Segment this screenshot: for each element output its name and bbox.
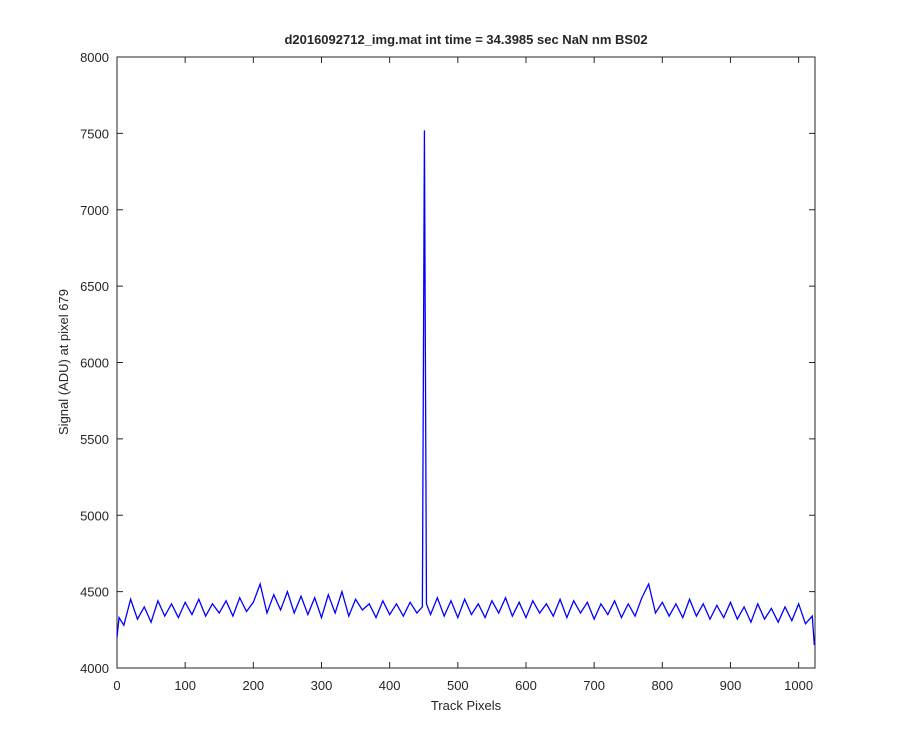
y-tick-label: 8000 bbox=[80, 50, 109, 65]
y-tick-label: 7000 bbox=[80, 203, 109, 218]
x-tick-label: 100 bbox=[174, 678, 196, 693]
x-tick-label: 0 bbox=[113, 678, 120, 693]
chart-title: d2016092712_img.mat int time = 34.3985 s… bbox=[284, 32, 647, 47]
y-tick-label: 5000 bbox=[80, 508, 109, 523]
plot-area bbox=[116, 56, 816, 669]
x-axis-label: Track Pixels bbox=[431, 698, 502, 713]
x-tick-label: 600 bbox=[515, 678, 537, 693]
x-tick-label: 200 bbox=[242, 678, 264, 693]
x-tick-label: 300 bbox=[311, 678, 333, 693]
y-tick-label: 5500 bbox=[80, 432, 109, 447]
y-axis-label: Signal (ADU) at pixel 679 bbox=[56, 289, 71, 435]
x-tick-label: 900 bbox=[720, 678, 742, 693]
y-tick-label: 6500 bbox=[80, 279, 109, 294]
x-tick-label: 500 bbox=[447, 678, 469, 693]
data-line bbox=[116, 130, 815, 646]
y-tick-label: 4500 bbox=[80, 585, 109, 600]
y-tick-label: 4000 bbox=[80, 661, 109, 676]
x-tick-label: 1000 bbox=[784, 678, 813, 693]
y-tick-label: 7500 bbox=[80, 126, 109, 141]
x-tick-label: 400 bbox=[379, 678, 401, 693]
y-tick-label: 6000 bbox=[80, 356, 109, 371]
x-tick-label: 800 bbox=[651, 678, 673, 693]
x-tick-label: 700 bbox=[583, 678, 605, 693]
